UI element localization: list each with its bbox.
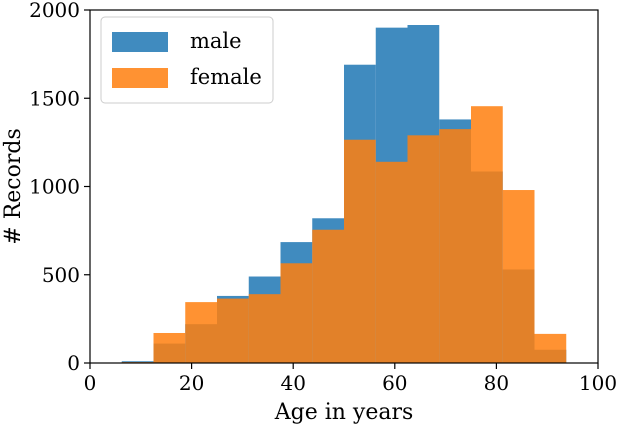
x-axis-label: Age in years [274,400,414,425]
female-series-bars [121,106,567,363]
female-bar-3 [217,298,249,363]
legend-label-female: female [190,65,262,89]
female-bar-2 [185,302,217,363]
female-bar-4 [248,294,281,363]
y-axis-label: # Records [1,128,26,244]
female-bar-5 [280,263,313,363]
female-bar-6 [312,229,344,363]
female-bar-10 [439,129,471,363]
x-tick-label: 20 [179,371,204,395]
x-tick-label: 100 [579,371,617,395]
y-tick-label: 1500 [29,86,80,110]
legend-swatch-male [112,32,168,52]
legend-box [100,16,274,104]
x-axis-ticks: 0 20 40 60 80 100 [84,363,617,395]
x-tick-label: 60 [382,371,407,395]
y-tick-label: 500 [42,263,80,287]
y-tick-label: 2000 [29,0,80,22]
y-axis-ticks: 0 500 1000 1500 2000 [29,0,90,375]
female-bar-12 [502,190,535,363]
legend-label-male: male [190,29,242,53]
x-tick-label: 80 [484,371,509,395]
x-tick-label: 0 [84,371,97,395]
female-bar-11 [471,106,503,363]
x-tick-label: 40 [280,371,305,395]
female-bar-1 [153,332,186,363]
female-bar-7 [344,139,376,363]
y-tick-label: 1000 [29,175,80,199]
female-bar-13 [534,333,567,363]
y-tick-label: 0 [67,351,80,375]
female-bar-9 [407,135,440,363]
legend-swatch-female [112,68,168,88]
female-bar-8 [375,161,408,363]
legend: male female [100,16,274,104]
